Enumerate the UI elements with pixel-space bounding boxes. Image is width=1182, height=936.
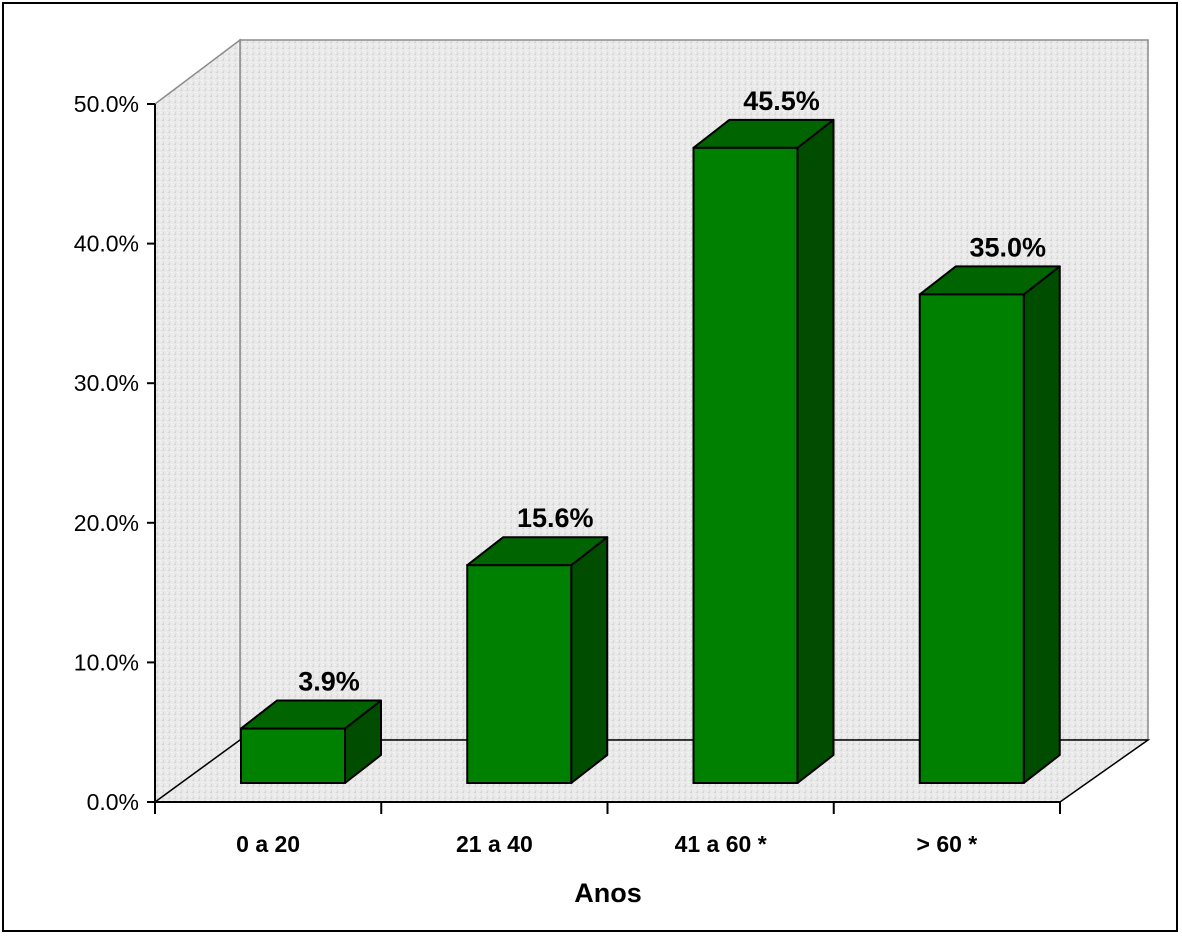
bar: [692, 146, 799, 784]
bar-value-label: 35.0%: [969, 232, 1046, 262]
y-tick-label: 50.0%: [74, 91, 139, 117]
bar-side: [570, 536, 609, 784]
y-tick-label: 0.0%: [87, 789, 139, 815]
bar-side: [1022, 265, 1061, 784]
bar: [240, 727, 346, 785]
bar-value-label: 15.6%: [517, 503, 594, 533]
bar: [918, 293, 1025, 784]
bar: [466, 564, 573, 784]
x-axis-title: Anos: [574, 878, 642, 908]
bar-value-label: 45.5%: [743, 86, 820, 116]
x-category-label: > 60 *: [917, 831, 978, 857]
x-category-label: 41 a 60 *: [675, 831, 767, 857]
y-tick-label: 20.0%: [74, 510, 139, 536]
y-tick-label: 10.0%: [74, 649, 139, 675]
y-tick-label: 30.0%: [74, 370, 139, 396]
bar-value-label: 3.9%: [298, 667, 360, 697]
bar-side: [796, 118, 835, 784]
y-tick-label: 40.0%: [74, 231, 139, 257]
x-category-label: 0 a 20: [236, 831, 300, 857]
chart-side-wall: [154, 38, 241, 804]
x-category-label: 21 a 40: [456, 831, 533, 857]
